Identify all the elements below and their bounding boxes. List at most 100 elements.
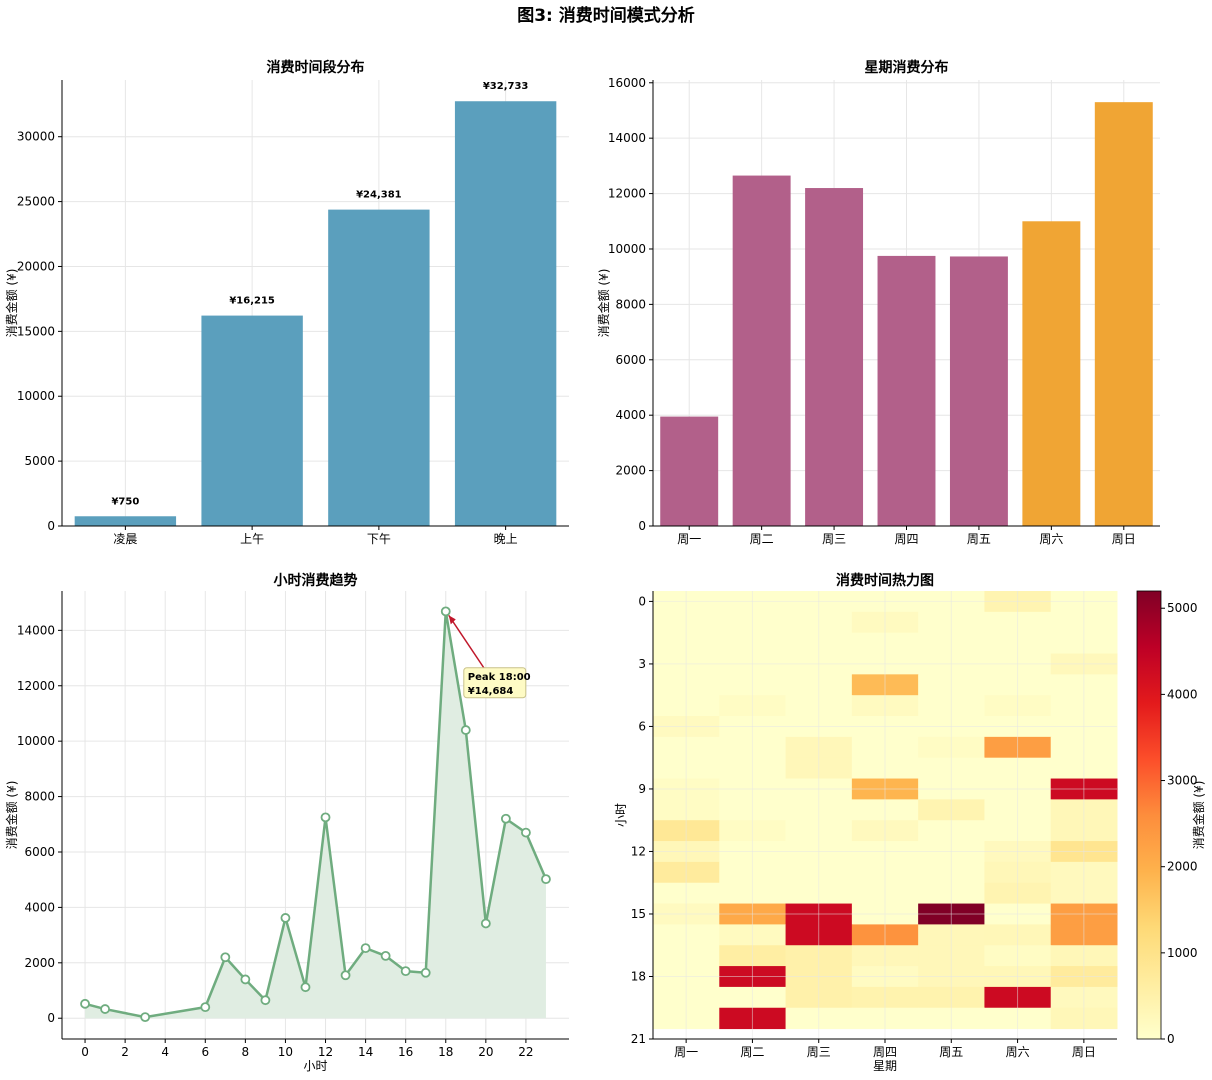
y-tick-label: 21 bbox=[631, 1032, 646, 1046]
data-point bbox=[420, 967, 431, 978]
x-tick-label: 周三 bbox=[822, 532, 846, 546]
y-tick-label: 0 bbox=[47, 519, 55, 533]
y-tick-label: 14000 bbox=[608, 131, 646, 145]
data-point bbox=[240, 974, 251, 985]
x-tick-label: 周三 bbox=[807, 1045, 831, 1059]
panel-title: 星期消费分布 bbox=[865, 59, 949, 76]
area-fill bbox=[85, 611, 546, 1019]
data-point bbox=[260, 995, 271, 1006]
y-axis-label: 消费金额 (¥) bbox=[4, 781, 19, 850]
y-tick-label: 3 bbox=[638, 657, 646, 671]
x-tick-label: 10 bbox=[278, 1045, 293, 1059]
x-tick-label: 周五 bbox=[939, 1045, 963, 1059]
data-point bbox=[541, 874, 551, 885]
data-point bbox=[320, 812, 331, 823]
data-point bbox=[100, 1004, 110, 1014]
y-tick-label: 8000 bbox=[24, 790, 55, 804]
x-tick-label: 14 bbox=[358, 1045, 373, 1059]
x-tick-label: 12 bbox=[318, 1045, 333, 1059]
x-tick-label: 2 bbox=[121, 1045, 129, 1059]
colorbar-tick-label: 1000 bbox=[1167, 946, 1198, 960]
bar-2 bbox=[328, 209, 430, 526]
data-point bbox=[220, 952, 231, 963]
y-tick-label: 0 bbox=[638, 519, 646, 533]
y-tick-label: 20000 bbox=[17, 259, 55, 273]
x-tick-label: 周一 bbox=[677, 532, 701, 546]
figure-title: 图3: 消费时间模式分析 bbox=[517, 5, 695, 26]
x-tick-label: 凌晨 bbox=[113, 532, 137, 546]
y-tick-label: 15 bbox=[631, 907, 646, 921]
bar-value-label: ¥32,733 bbox=[483, 81, 529, 92]
y-tick-label: 15000 bbox=[17, 324, 55, 338]
y-tick-label: 5000 bbox=[24, 454, 55, 468]
data-point bbox=[300, 982, 311, 993]
colorbar-tick-label: 0 bbox=[1167, 1032, 1175, 1046]
y-tick-label: 6 bbox=[638, 719, 646, 733]
annotation-box bbox=[463, 667, 527, 699]
y-tick-label: 10000 bbox=[17, 389, 55, 403]
y-tick-label: 10000 bbox=[608, 242, 646, 256]
y-axis-label: 小时 bbox=[614, 803, 628, 827]
x-tick-label: 周二 bbox=[740, 1045, 764, 1059]
bar-value-label: ¥16,215 bbox=[229, 296, 275, 307]
y-tick-label: 9 bbox=[638, 782, 646, 796]
x-tick-label: 周五 bbox=[967, 532, 991, 546]
x-tick-label: 0 bbox=[81, 1045, 89, 1059]
bar-value-label: ¥750 bbox=[111, 496, 139, 507]
data-point bbox=[521, 827, 531, 838]
panel-time-period-bar-chart: ¥750 ¥16,215 ¥24,381 ¥32,733 0 5000 10000 15000… bbox=[4, 59, 569, 546]
y-tick-label: 8000 bbox=[615, 297, 646, 311]
x-tick-label: 8 bbox=[242, 1045, 250, 1059]
y-tick-label: 16000 bbox=[608, 76, 646, 90]
bar-3 bbox=[877, 255, 936, 526]
x-tick-label: 周四 bbox=[894, 532, 918, 546]
x-axis-label: 星期 bbox=[873, 1059, 897, 1073]
colorbar-tick-label: 5000 bbox=[1167, 601, 1198, 615]
data-point bbox=[400, 966, 411, 977]
y-tick-label: 12 bbox=[631, 844, 646, 858]
bar-1 bbox=[201, 315, 303, 526]
x-tick-label: 周四 bbox=[873, 1045, 897, 1059]
data-point bbox=[360, 943, 371, 954]
x-tick-label: 上午 bbox=[240, 532, 264, 546]
y-tick-label: 2000 bbox=[24, 956, 55, 970]
x-tick-label: 18 bbox=[438, 1045, 453, 1059]
bar-2 bbox=[805, 188, 864, 526]
x-tick-label: 周二 bbox=[750, 532, 774, 546]
y-tick-label: 0 bbox=[638, 594, 646, 608]
data-point bbox=[380, 950, 391, 961]
x-tick-label: 4 bbox=[161, 1045, 169, 1059]
x-tick-label: 16 bbox=[398, 1045, 413, 1059]
y-tick-label: 0 bbox=[47, 1011, 55, 1025]
data-point bbox=[140, 1012, 151, 1023]
y-tick-label: 18 bbox=[631, 969, 646, 983]
bar-0 bbox=[74, 516, 177, 526]
x-tick-label: 下午 bbox=[367, 532, 391, 546]
panel-hourly-line-chart: Peak 18:00 ¥14,684 0 2000 4000 6000 8000 10000 1… bbox=[4, 572, 569, 1073]
data-point bbox=[280, 913, 291, 923]
colorbar-tick-label: 4000 bbox=[1167, 687, 1198, 701]
x-tick-label: 22 bbox=[518, 1045, 533, 1059]
x-axis-label: 小时 bbox=[303, 1059, 327, 1073]
y-tick-label: 30000 bbox=[17, 130, 55, 144]
y-tick-label: 4000 bbox=[615, 408, 646, 422]
bar-5 bbox=[1022, 221, 1081, 526]
data-point bbox=[340, 970, 351, 981]
y-tick-label: 12000 bbox=[17, 679, 55, 693]
annotation-text-line1: Peak 18:00 bbox=[468, 672, 531, 683]
colorbar-tick-label: 3000 bbox=[1167, 774, 1198, 788]
bar-3 bbox=[454, 101, 557, 526]
bar-value-label: ¥24,381 bbox=[356, 190, 402, 201]
data-point bbox=[460, 725, 471, 735]
y-tick-label: 2000 bbox=[615, 464, 646, 478]
x-tick-label: 周六 bbox=[1006, 1045, 1030, 1059]
x-tick-label: 晚上 bbox=[494, 532, 518, 546]
annotation-arrow bbox=[448, 614, 485, 669]
y-tick-label: 10000 bbox=[17, 734, 55, 748]
data-point bbox=[440, 606, 451, 617]
panel-title: 消费时间热力图 bbox=[836, 572, 934, 589]
y-tick-label: 4000 bbox=[24, 900, 55, 914]
y-tick-label: 6000 bbox=[615, 353, 646, 367]
